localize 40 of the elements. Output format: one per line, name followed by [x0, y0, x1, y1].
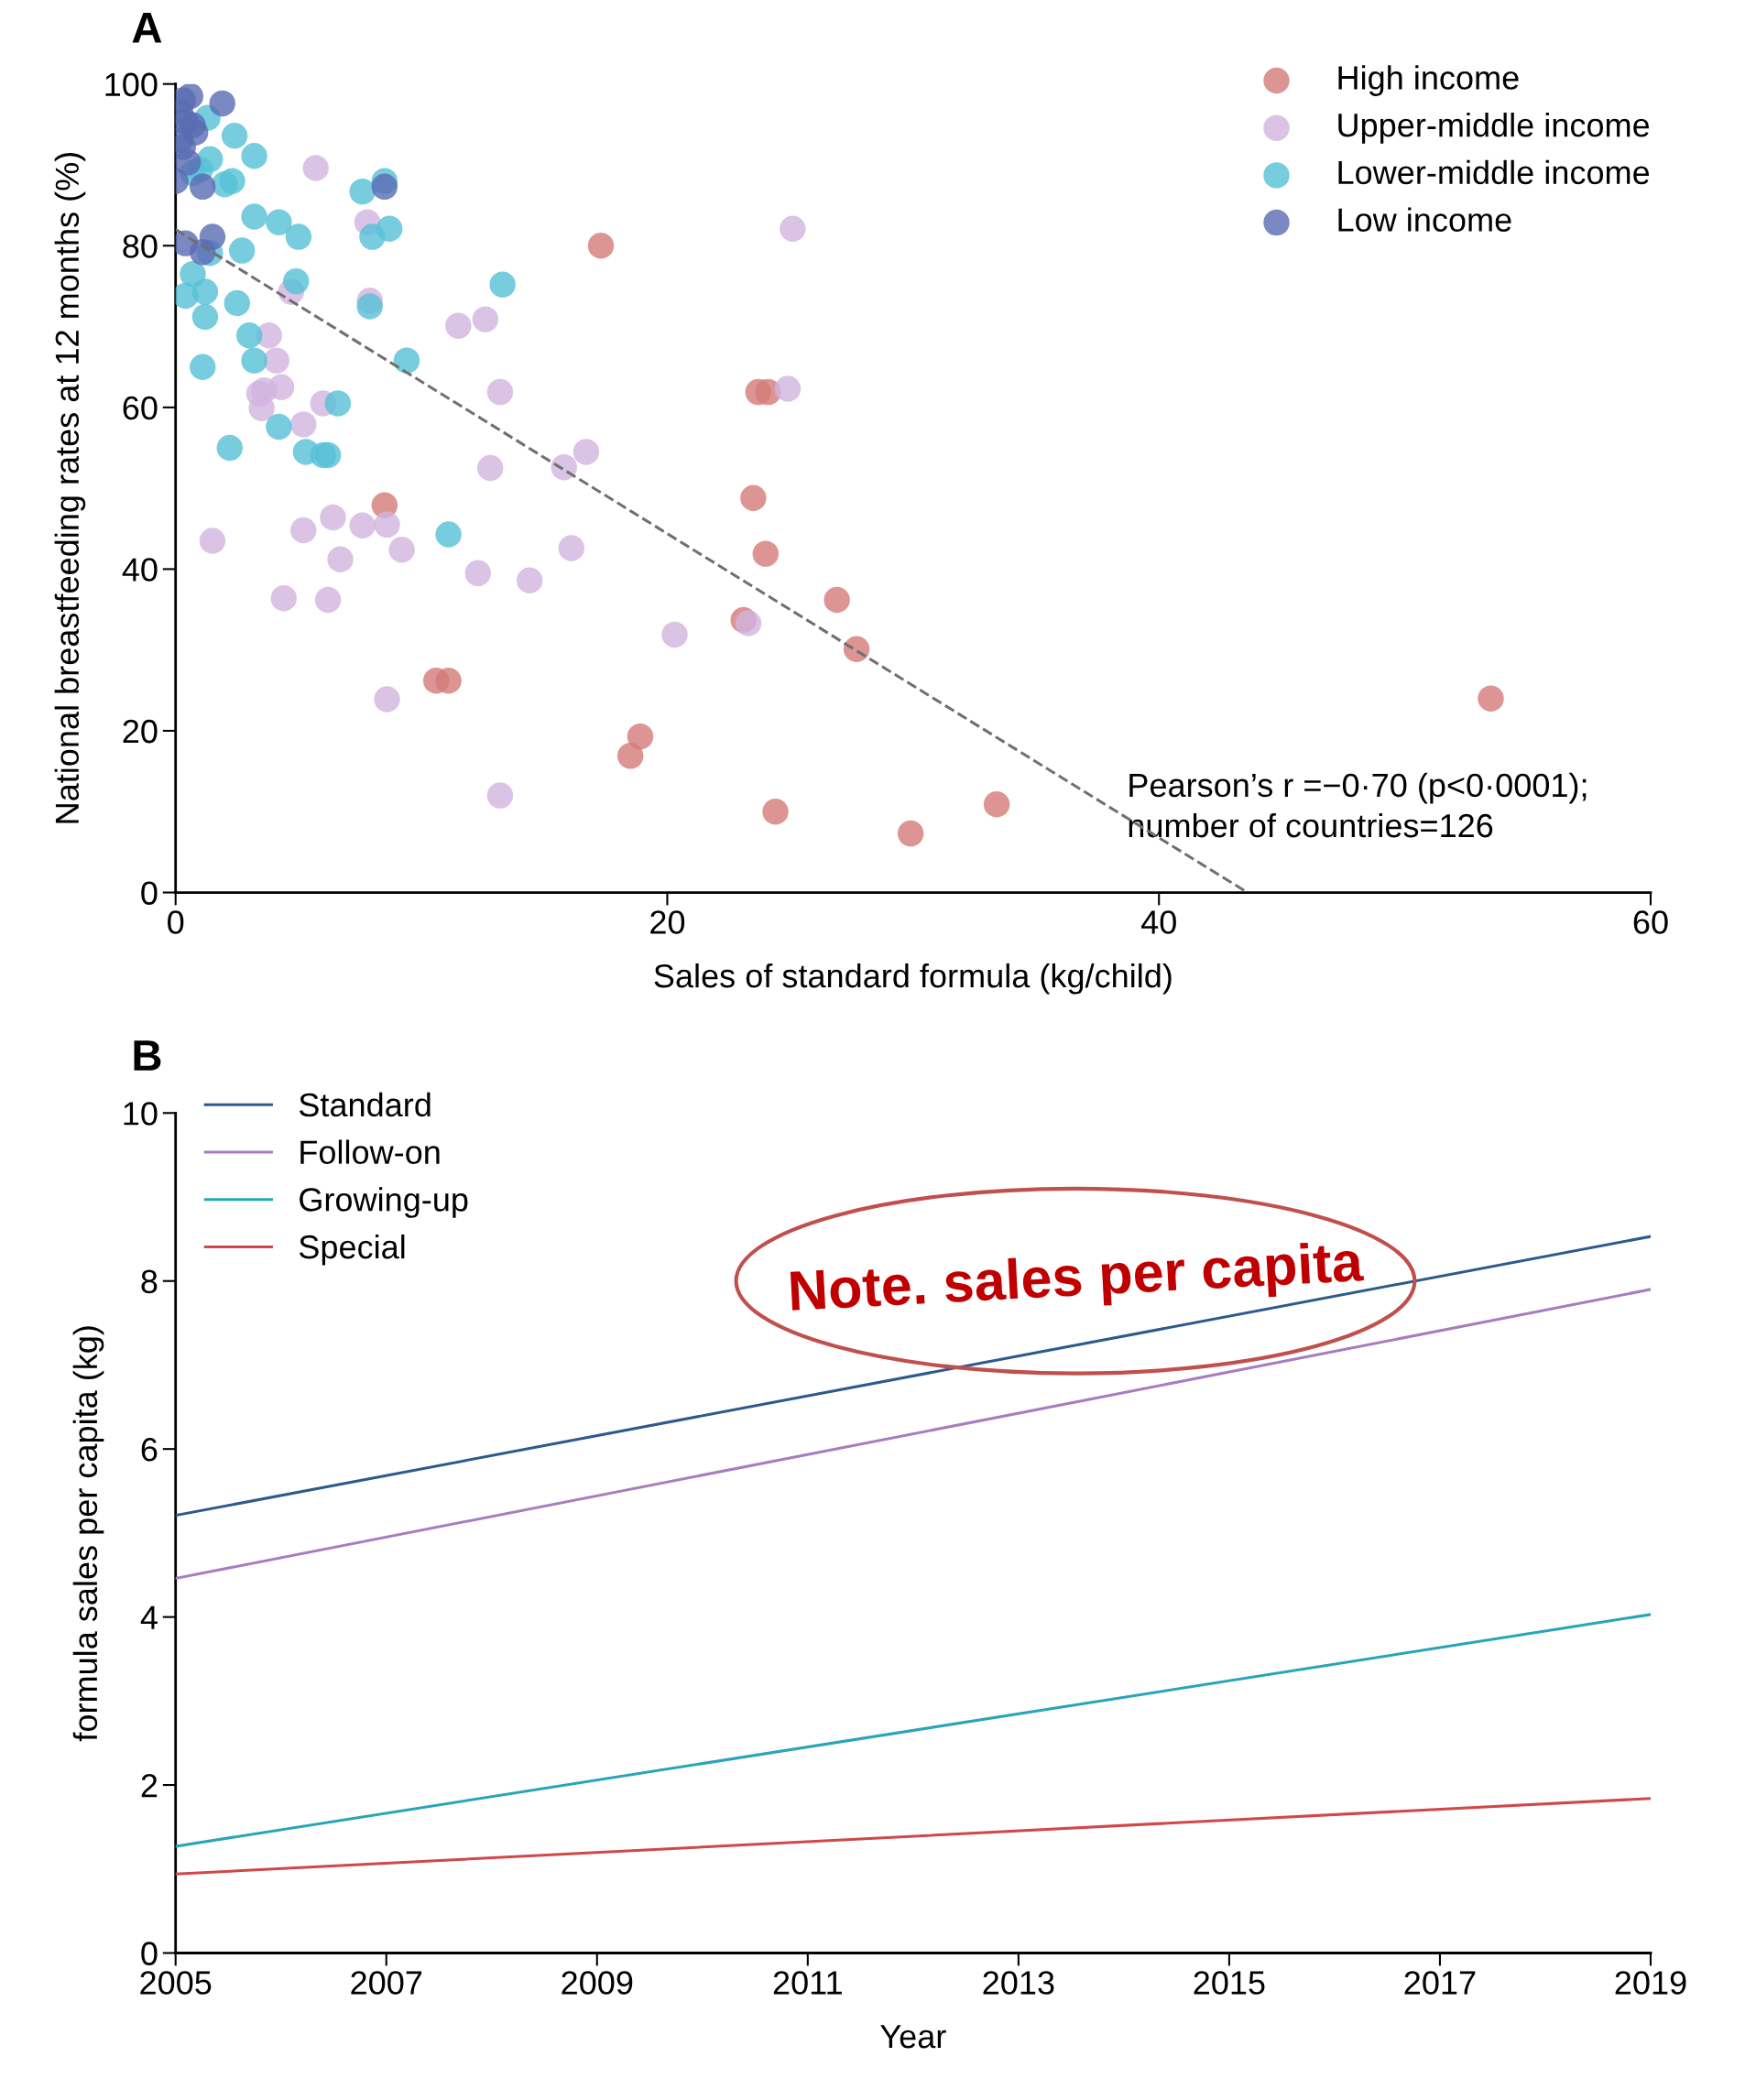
x-tick-label: 2019 — [1615, 1971, 1686, 1995]
legend-label: High income — [1338, 65, 1519, 96]
y-tick-label: 6 — [141, 1438, 158, 1462]
x-tick-label: 2009 — [562, 1971, 633, 1995]
x-axis-title: Sales of standard formula (kg/child) — [654, 963, 1172, 995]
x-tick-label: 0 — [168, 910, 184, 934]
legend-label: Low income — [1338, 207, 1511, 232]
x-tick-label: 2013 — [983, 1971, 1054, 1995]
annotation: Pearson’s r =−0·70 (p<0·0001); number of countries=126 — [1129, 772, 1587, 838]
legend-label: Growing-up — [300, 1187, 468, 1218]
y-tick-label: 10 — [124, 1102, 158, 1126]
y-tick-label: 20 — [123, 719, 158, 744]
legend-label: Lower-middle income — [1338, 159, 1650, 185]
y-tick-label: 100 — [105, 72, 158, 97]
x-tick-label: 2007 — [351, 1971, 422, 1995]
x-tick-label: 2005 — [140, 1971, 212, 1995]
chart-title: B — [134, 1040, 161, 1071]
y-axis-title: formula sales per capita (kg) — [72, 1326, 104, 1742]
y-tick-label: 80 — [123, 234, 158, 258]
y-axis-title: National breastfeeding rates at 12 months (%) — [54, 153, 86, 823]
x-tick-label: 2017 — [1404, 1971, 1476, 1995]
y-tick-label: 40 — [122, 558, 158, 582]
legend-label: Upper-middle income — [1338, 112, 1650, 144]
y-tick-label: 0 — [141, 1942, 158, 1965]
annotation: Note. sales per capita — [790, 1239, 1365, 1322]
y-tick-label: 4 — [140, 1605, 158, 1629]
chart-title: A — [132, 13, 162, 43]
legend-label: Special — [299, 1234, 405, 1266]
legend-label: Follow-on — [300, 1139, 440, 1164]
x-axis-title: Year — [880, 2025, 946, 2049]
x-tick-label: 40 — [1140, 910, 1176, 934]
legend-label: Standard — [299, 1092, 431, 1117]
y-tick-label: 8 — [141, 1269, 158, 1294]
y-tick-label: 60 — [123, 396, 158, 420]
y-tick-label: 2 — [141, 1773, 158, 1798]
x-tick-label: 2015 — [1194, 1971, 1265, 1995]
x-tick-label: 60 — [1633, 910, 1668, 934]
x-tick-label: 20 — [650, 910, 685, 934]
x-tick-label: 2011 — [773, 1971, 842, 1995]
y-tick-label: 0 — [141, 881, 158, 905]
